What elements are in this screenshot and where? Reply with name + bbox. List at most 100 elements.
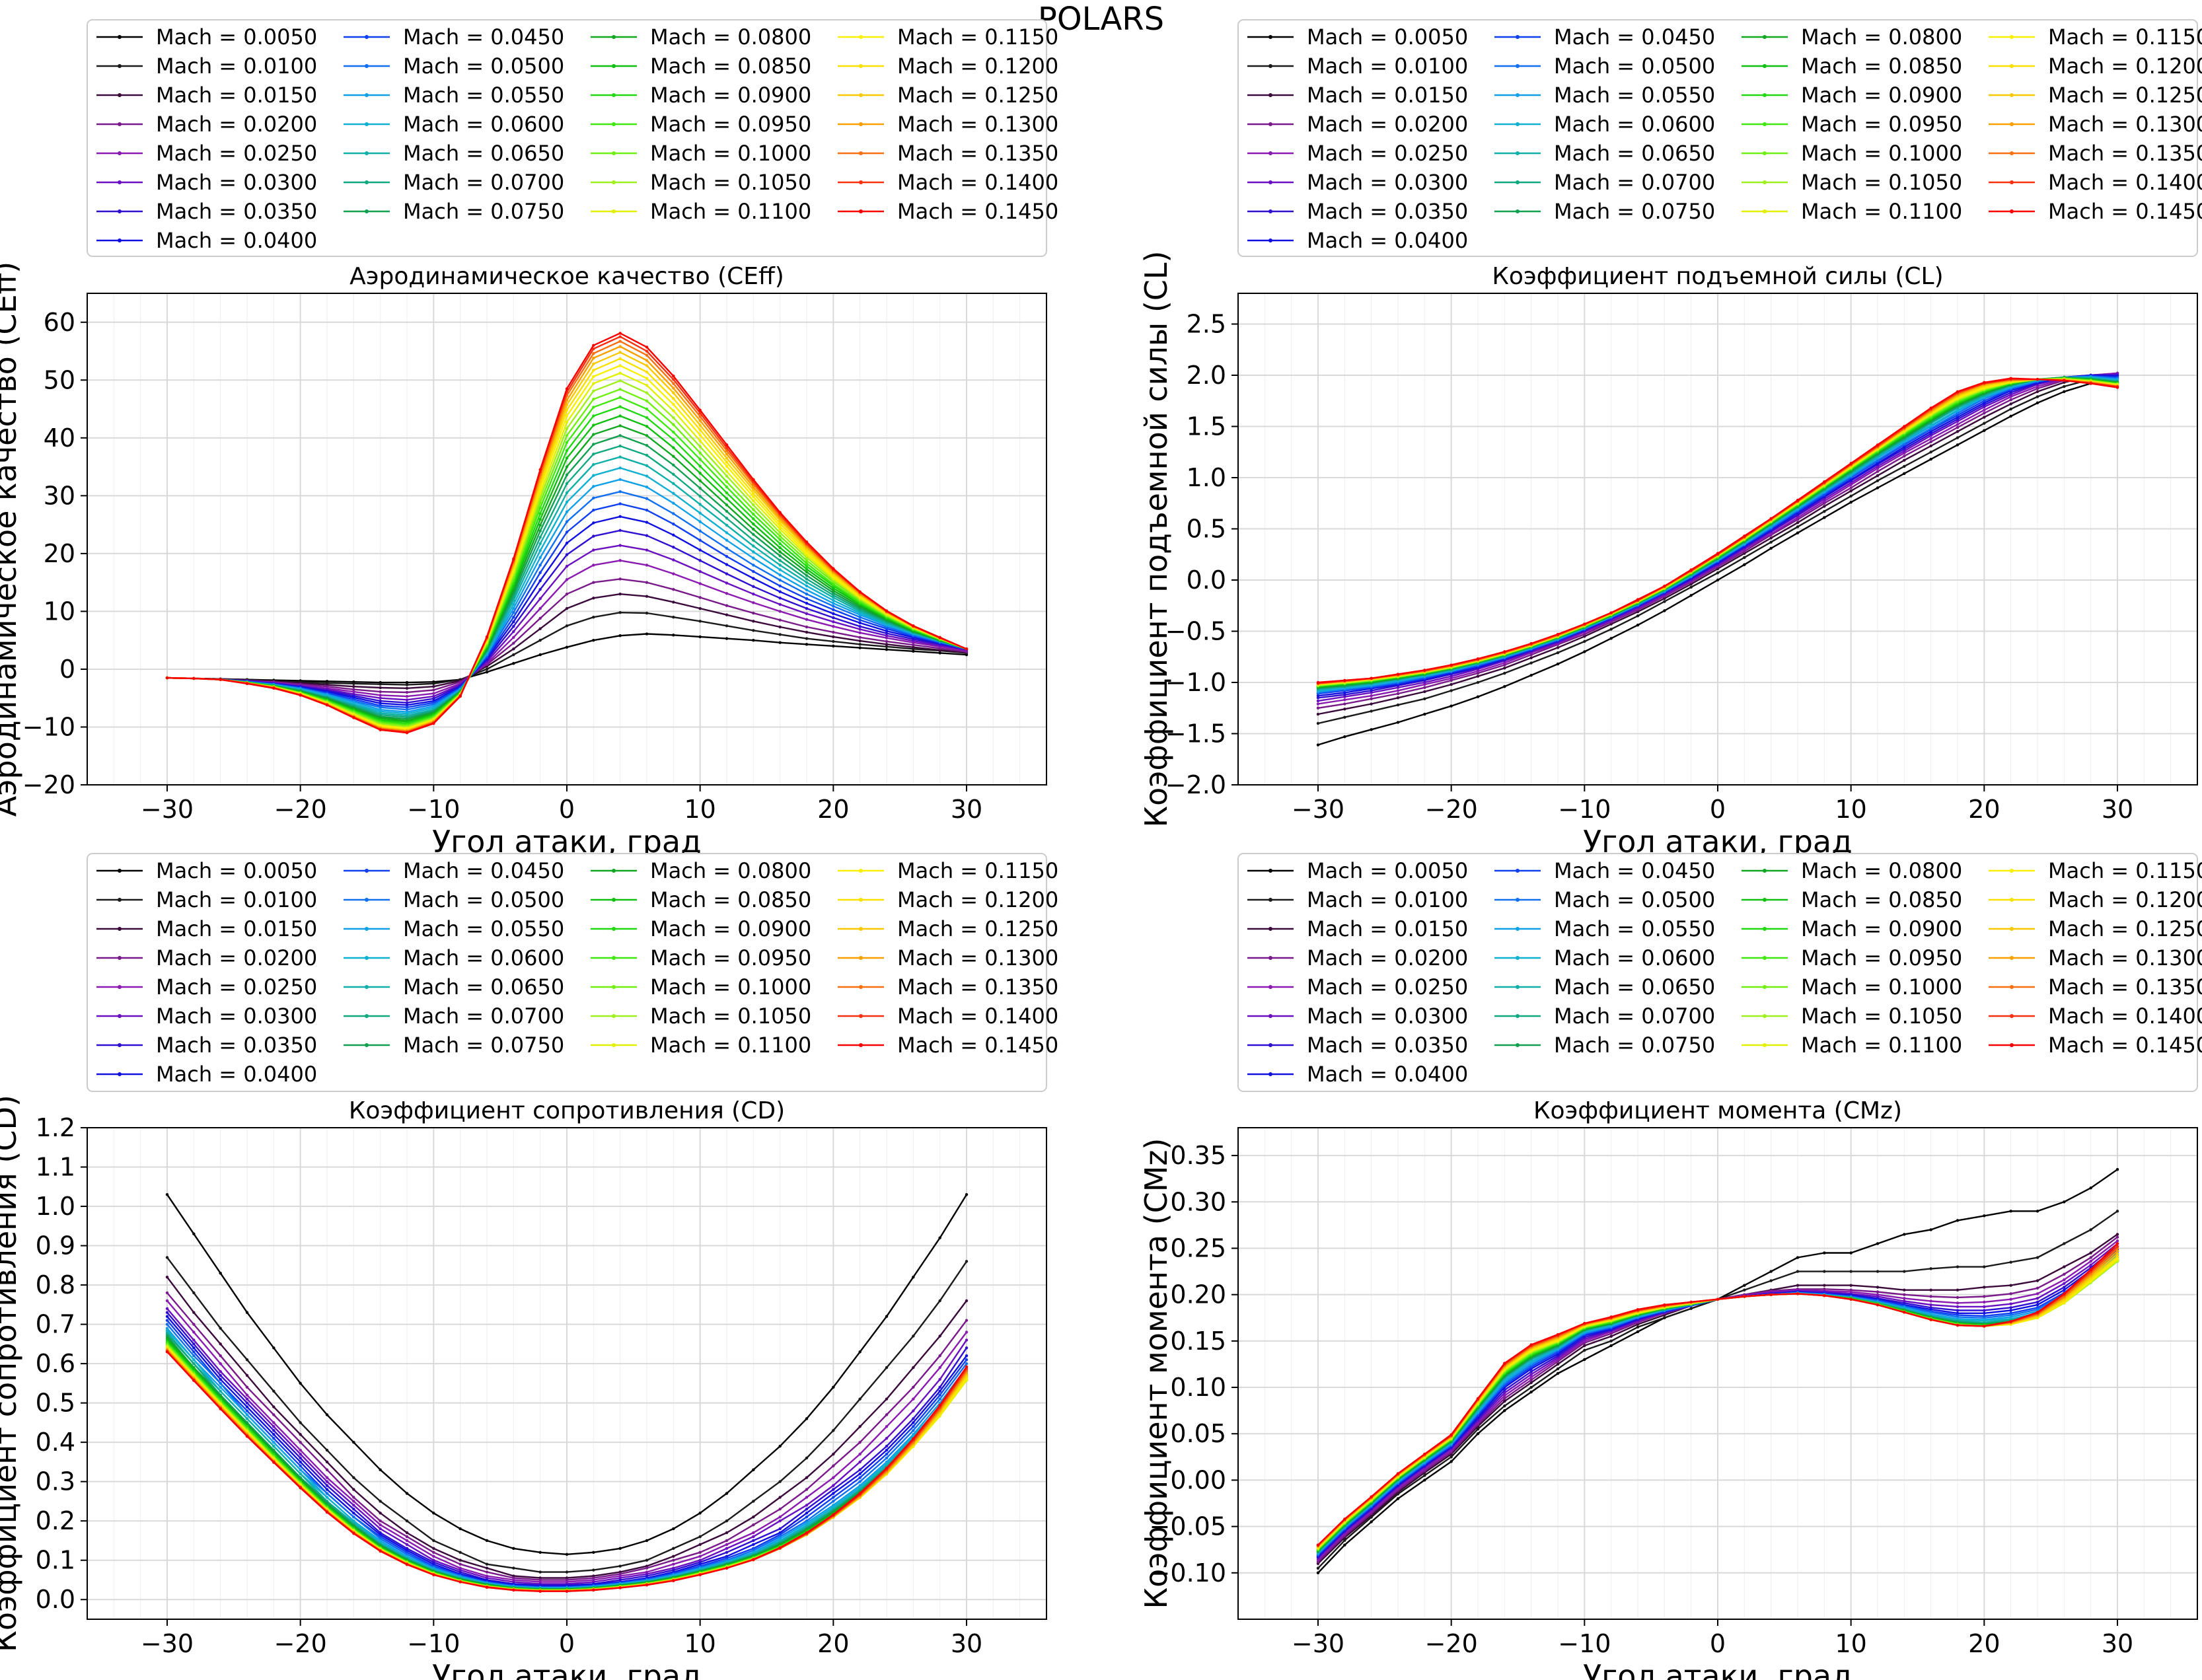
series-point [1343,715,1346,719]
series-point [325,1468,329,1472]
series-point [165,1315,169,1318]
legend-marker [365,985,369,989]
series-point [672,386,675,390]
series-point [965,1365,969,1369]
series-point [1929,444,1932,448]
series-point [832,567,835,570]
legend-label: Mach = 0.0600 [403,945,564,970]
legend-marker [1268,927,1272,931]
series-point [805,630,809,634]
series-point [405,704,409,707]
series-point [778,538,782,542]
series-point [1956,1323,1960,1327]
series-point [645,353,649,357]
legend-marker [1268,64,1272,68]
series-point [938,1404,941,1407]
series-point [725,1519,729,1523]
series-point [805,564,809,568]
series-point [778,531,782,534]
legend-item: Mach = 0.0350 [96,1033,317,1058]
series-point [352,1488,355,1491]
legend-item: Mach = 0.0700 [1494,170,1715,195]
series-point [885,1444,889,1448]
series-point [538,1570,542,1574]
series-point [2009,395,2012,398]
legend-marker [859,1014,863,1018]
series-point [858,624,862,628]
x-tick-label: 20 [817,1629,849,1658]
series-point [379,682,382,686]
series-point [752,550,755,554]
series-point [1983,1286,1986,1289]
series-point [219,1272,222,1275]
series-point [938,1393,941,1397]
series-point [1983,1305,1986,1309]
series-point [752,1535,755,1539]
series-point [912,1275,915,1279]
series-point [219,1327,222,1330]
series-point [1450,663,1453,667]
series-point [698,486,702,490]
series-point [1823,1294,1826,1297]
legend-marker [1268,151,1272,155]
legend-marker [2010,93,2014,97]
series-point [672,523,675,526]
legend-marker [1516,1014,1520,1018]
series-point [245,1413,249,1416]
series-point [299,1433,302,1436]
series-point [1823,516,1826,519]
legend-item: Mach = 0.1300 [838,945,1058,970]
series-point [1689,1307,1693,1310]
series-point [618,424,622,427]
series-point [1370,728,1373,731]
legend-label: Mach = 0.1200 [897,54,1058,79]
series-point [672,446,675,449]
series-point [565,414,569,418]
series-point [1796,521,1800,525]
legend-label: Mach = 0.0450 [403,24,564,50]
series-point [1823,1251,1826,1255]
legend-item: Mach = 0.1050 [591,1004,811,1029]
legend-marker [2010,35,2014,39]
series-point [1343,678,1346,682]
series-point [1450,678,1453,682]
legend-item: Mach = 0.0200 [1247,945,1468,970]
legend-item: Mach = 0.0800 [1742,858,1962,883]
legend-label: Mach = 0.1200 [2048,887,2202,912]
series-point [192,1232,196,1235]
legend-label: Mach = 0.0900 [1801,83,1962,108]
legend-item: Mach = 0.0950 [1742,945,1962,970]
legend-item: Mach = 0.0650 [1494,141,1715,166]
series-point [1529,1385,1533,1389]
legend-label: Mach = 0.1150 [2048,858,2202,883]
y-tick-label: 10 [44,597,75,626]
series-point [1796,1256,1800,1259]
series-point [885,1467,889,1470]
series-point [1983,1325,1986,1328]
series-point [805,1456,809,1460]
series-point [512,620,515,624]
series-point [1689,594,1693,597]
series-point [325,704,329,707]
series-point [1503,1391,1506,1395]
series-point [432,697,435,700]
series-point [752,544,755,548]
series-point [725,604,729,607]
legend-label: Mach = 0.0100 [156,887,317,912]
series-point [752,601,755,604]
series-point [325,1488,329,1491]
series-point [1450,1460,1453,1463]
series-point [672,634,675,637]
series-point [698,439,702,443]
series-point [1743,1288,1746,1292]
series-point [645,534,649,537]
legend-label: Mach = 0.0850 [1801,54,1962,79]
series-point [299,1472,302,1475]
legend-label: Mach = 0.0500 [403,54,564,79]
series-point [459,694,462,698]
series-point [752,488,755,492]
legend-item: Mach = 0.0550 [344,83,564,108]
series-point [725,470,729,473]
legend-label: Mach = 0.0150 [156,916,317,941]
